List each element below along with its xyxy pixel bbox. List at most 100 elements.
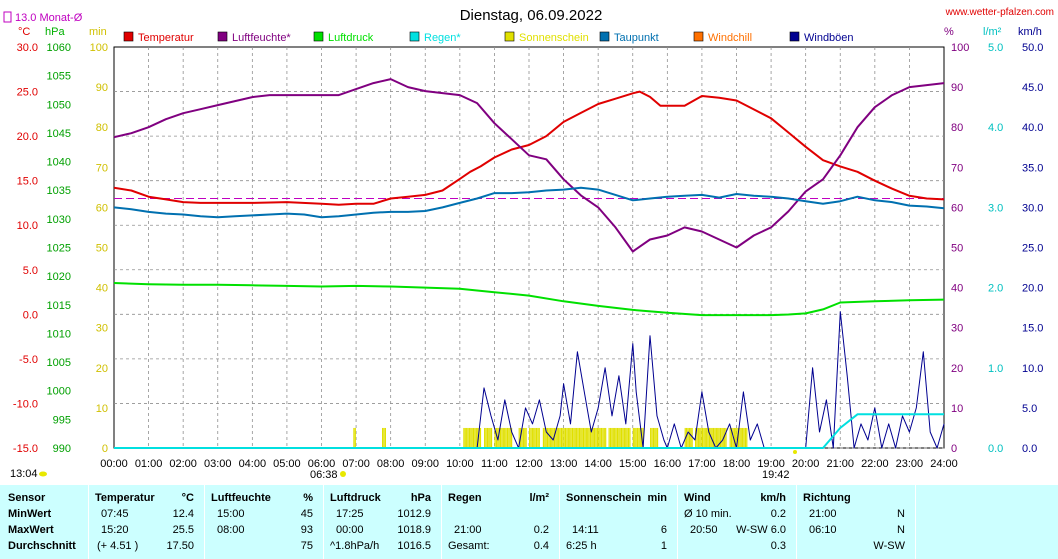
sunshine-bar xyxy=(616,427,619,448)
wind-tick-label: 10.0 xyxy=(1022,363,1043,375)
sunshine-bar xyxy=(580,427,582,448)
rain-tick-label: 1.0 xyxy=(988,363,1003,375)
legend-item: Luftdruck xyxy=(313,31,374,44)
sunshine-bar xyxy=(635,427,637,448)
sunshine-bar xyxy=(700,427,702,448)
sunshine-bar xyxy=(581,427,583,448)
sunshine-bar xyxy=(602,427,604,448)
sun-tick-label: 90 xyxy=(96,82,108,94)
sunshine-bar xyxy=(708,427,711,448)
sunshine-bar xyxy=(739,427,741,448)
stats-wind-avg-value: 0.3 xyxy=(770,540,786,552)
sunshine-bar xyxy=(578,427,580,448)
stats-wind-max-time: 20:50 xyxy=(690,524,718,536)
x-tick-label: 22:00 xyxy=(861,458,889,470)
chart-title: Dienstag, 06.09.2022 xyxy=(460,7,603,24)
sunshine-bar xyxy=(614,427,616,448)
sunshine-bar xyxy=(618,427,620,448)
stats-dir-min-time: 21:00 xyxy=(809,508,837,520)
sunshine-bar xyxy=(555,427,557,448)
stats-temp-min-time: 07:45 xyxy=(101,508,129,520)
stats-header-sensor: Sensor xyxy=(8,492,46,504)
pressure-tick-label: 1035 xyxy=(47,185,71,197)
stats-table: Sensor MinWert MaxWert Durchschnitt Temp… xyxy=(0,485,1058,559)
stats-header-luftfeuchte: Luftfeuchte xyxy=(211,492,271,504)
stats-header-luftdruck: Luftdruck xyxy=(330,492,381,504)
pressure-tick-label: 1050 xyxy=(47,99,71,111)
sunshine-bar xyxy=(598,427,600,448)
sunshine-bar xyxy=(656,427,659,448)
stats-sun-max-time: 14:11 xyxy=(572,524,599,536)
sunshine-bar xyxy=(552,427,554,448)
sunshine-bar xyxy=(466,427,468,448)
x-tick-label: 17:00 xyxy=(688,458,716,470)
sunshine-bar xyxy=(589,427,592,448)
sunshine-bar xyxy=(488,427,490,448)
sunshine-bar xyxy=(505,427,507,448)
sunshine-bar xyxy=(486,427,489,448)
pressure-tick-label: 1030 xyxy=(47,214,71,226)
chart-grid xyxy=(113,46,945,449)
legend-label: Regen* xyxy=(424,32,461,44)
sunshine-bar xyxy=(530,427,532,448)
sunshine-bar xyxy=(542,427,545,448)
sunshine-bar xyxy=(595,427,597,448)
stats-rain-max-value: 0.2 xyxy=(533,524,549,536)
sunshine-bar xyxy=(533,427,535,448)
legend-item: Windböen xyxy=(789,31,854,44)
sunshine-bar xyxy=(353,427,355,448)
sunshine-bar xyxy=(691,427,693,448)
sunshine-bar xyxy=(588,427,590,448)
sunshine-bar xyxy=(584,427,586,448)
sunshine-bar xyxy=(506,427,509,448)
sunshine-bar xyxy=(629,427,631,448)
stats-hum-max-time: 08:00 xyxy=(217,524,245,536)
sunset-time: 19:42 xyxy=(762,469,790,481)
series-line-luftdruck xyxy=(113,282,945,317)
pressure-tick-label: 995 xyxy=(53,414,71,426)
sun-tick-label: 50 xyxy=(96,243,108,255)
sunshine-bar xyxy=(615,427,617,448)
unit-wind: km/h xyxy=(1018,26,1042,38)
unit-humidity: % xyxy=(944,26,954,38)
sunshine-bar xyxy=(620,427,623,448)
stats-temp-max-time: 15:20 xyxy=(101,524,129,536)
sunshine-bar xyxy=(735,427,737,448)
sunshine-bar xyxy=(474,427,476,448)
humidity-tick-label: 90 xyxy=(951,82,963,94)
legend-swatch xyxy=(217,31,228,42)
temp-tick-label: 20.0 xyxy=(17,131,38,143)
sunshine-bar xyxy=(608,427,610,448)
x-tick-label: 02:00 xyxy=(169,458,197,470)
humidity-tick-label: 40 xyxy=(951,283,963,295)
humidity-tick-label: 100 xyxy=(951,42,969,54)
sunshine-bar xyxy=(686,427,688,448)
sun-tick-label: 40 xyxy=(96,283,108,295)
sunshine-bar xyxy=(570,427,572,448)
sunshine-bar xyxy=(746,427,748,448)
stats-temp-min-value: 12.4 xyxy=(172,508,194,520)
pressure-tick-label: 1040 xyxy=(47,157,71,169)
sun-tick-label: 0 xyxy=(102,443,108,455)
x-tick-label: 14:00 xyxy=(584,458,612,470)
wind-tick-label: 35.0 xyxy=(1022,162,1043,174)
sunshine-bar xyxy=(712,427,715,448)
legend-swatch xyxy=(693,31,704,42)
humidity-tick-label: 80 xyxy=(951,122,963,134)
sunshine-bar xyxy=(737,427,740,448)
source-link[interactable]: www.wetter-pfalzen.com xyxy=(945,7,1054,18)
wind-tick-label: 50.0 xyxy=(1022,42,1043,54)
sunshine-bar xyxy=(717,427,719,448)
sunshine-bar xyxy=(729,427,731,448)
sunshine-bar xyxy=(612,427,614,448)
unit-pressure: hPa xyxy=(45,26,65,38)
humidity-tick-label: 30 xyxy=(951,323,963,335)
sunshine-bar xyxy=(701,427,704,448)
wind-tick-label: 45.0 xyxy=(1022,82,1043,94)
x-tick-label: 09:00 xyxy=(411,458,439,470)
sunshine-bar xyxy=(687,427,689,448)
temp-tick-label: 30.0 xyxy=(17,42,38,54)
stats-temp-max-value: 25.5 xyxy=(172,524,194,536)
sunshine-bar xyxy=(563,427,565,448)
humidity-tick-label: 10 xyxy=(951,403,963,415)
